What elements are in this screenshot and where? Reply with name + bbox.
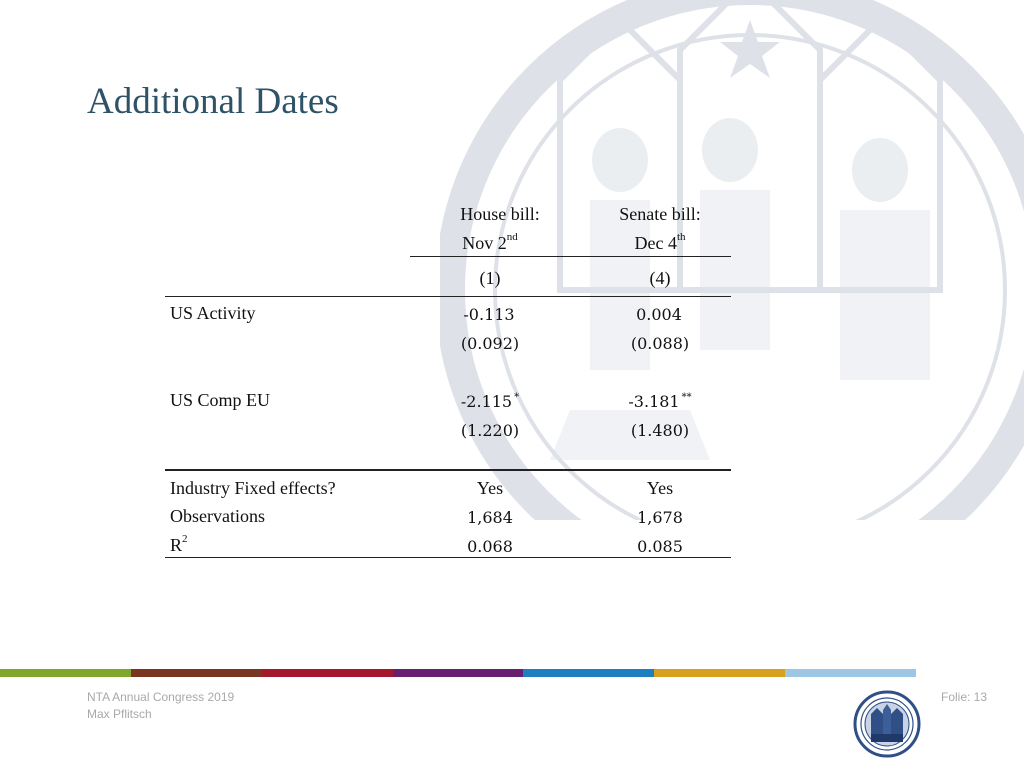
color-bar-segment-1 [0,669,131,677]
stat-label-r-squared: R2 [170,533,188,556]
footer-color-bar [0,669,917,677]
university-seal-watermark-icon [440,0,1024,520]
footer-author: Max Pflitsch [87,707,152,721]
coef-us-activity-col1: -0.113 [463,305,515,324]
stat-fixed-effects-col2: Yes [646,478,674,498]
header-rule [410,256,731,257]
coef-us-comp-eu-col2: -3.181 ** [628,392,692,411]
se-us-activity-col1: (0.092) [460,334,520,353]
top-rule [165,296,731,297]
bottom-rule [165,557,731,558]
stat-observations-col1: 1,684 [467,508,513,527]
se-us-comp-eu-col1: (1.220) [460,421,520,440]
color-bar-segment-2 [130,669,262,677]
column-1-header-line2: Nov 2nd [462,231,518,254]
regression-table: House bill: Nov 2nd Senate bill: Dec 4th… [165,204,731,558]
color-bar-segment-6 [654,669,786,677]
se-us-activity-col2: (0.088) [630,334,690,353]
middle-rule [165,469,731,471]
color-bar-segment-4 [392,669,524,677]
stat-label-observations: Observations [170,506,265,526]
stat-observations-col2: 1,678 [637,508,683,527]
stat-fixed-effects-col1: Yes [476,478,504,498]
stat-label-fixed-effects: Industry Fixed effects? [170,478,336,498]
row-label-us-activity: US Activity [170,303,256,323]
stat-r-squared-col2: 0.085 [637,537,683,556]
se-us-comp-eu-col2: (1.480) [630,421,690,440]
column-1-header-line1: House bill: [460,204,540,224]
color-bar-segment-7 [785,669,917,677]
column-2-header-line1: Senate bill: [619,204,701,224]
column-2-number: (4) [649,268,671,288]
column-2-header-line2: Dec 4th [634,231,686,254]
color-bar-segment-5 [523,669,655,677]
slide-number: Folie: 13 [941,690,988,704]
color-bar-segment-3 [261,669,393,677]
coef-us-activity-col2: 0.004 [636,305,682,324]
coef-us-comp-eu-col1: -2.115 * [460,392,520,411]
column-1-number: (1) [479,268,501,288]
stat-r-squared-col1: 0.068 [467,537,513,556]
university-seal-logo-icon [853,690,921,758]
slide-title: Additional Dates [87,81,339,122]
footer-event: NTA Annual Congress 2019 [87,690,235,704]
row-label-us-comp-eu: US Comp EU [170,390,271,410]
